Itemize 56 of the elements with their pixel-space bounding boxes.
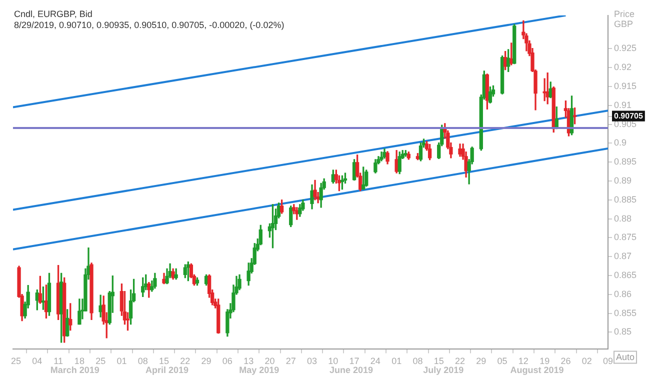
x-tick-label: 24 xyxy=(370,356,380,366)
text: 8/29/2019, 0.90710, 0.90935, 0.90510, 0.90705, -0.00020, (-0.02%) xyxy=(14,20,284,30)
y-tick-label: 0.89 xyxy=(614,175,632,186)
x-tick-label: 01 xyxy=(116,356,127,366)
x-tick-label: 17 xyxy=(349,356,360,366)
x-tick-label: 20 xyxy=(264,356,275,366)
y-tick-label: 0.865 xyxy=(614,270,637,280)
x-tick-label: 15 xyxy=(434,356,444,366)
x-tick-label: 06 xyxy=(222,356,232,366)
x-tick-label: 26 xyxy=(560,356,571,366)
text: July 2019 xyxy=(423,365,464,376)
x-tick-label: 19 xyxy=(540,356,550,366)
text: June 2019 xyxy=(330,365,374,376)
x-tick-label: 22 xyxy=(180,356,190,366)
y-tick-label: 0.915 xyxy=(614,80,637,91)
y-tick-label: 0.905 xyxy=(614,118,637,129)
y-tick-label: 0.90705 xyxy=(614,112,644,121)
text: May 2019 xyxy=(239,365,280,376)
x-tick-label: 12 xyxy=(518,356,528,366)
x-tick-label: 18 xyxy=(74,356,84,366)
y-tick-label: 0.925 xyxy=(614,43,637,54)
y-tick-label: 0.85 xyxy=(614,326,632,337)
x-tick-label: 03 xyxy=(306,356,318,366)
x-tick-label: 13 xyxy=(244,356,254,366)
y-tick-label: 0.875 xyxy=(614,232,637,242)
x-tick-label: 25 xyxy=(11,356,22,366)
y-axis-title: Price GBP xyxy=(614,8,635,29)
text: April 2019 xyxy=(146,365,189,376)
y-tick-label: 0.895 xyxy=(614,156,637,167)
y-tick-label: 0.885 xyxy=(614,194,637,204)
y-tick-label: 0.86 xyxy=(614,288,632,299)
x-tick-label: 05 xyxy=(497,356,508,366)
x-tick-label: 15 xyxy=(158,356,170,366)
x-tick-label: 22 xyxy=(454,356,466,366)
x-tick-label: 29 xyxy=(201,356,212,366)
chart-title: Cndl, EURGBP, Bid xyxy=(14,8,92,19)
x-tick-label: 02 xyxy=(582,356,592,366)
text: August 2019 xyxy=(510,365,564,376)
y-tick-label: 0.92 xyxy=(614,62,632,72)
x-tick-label: 04 xyxy=(32,356,42,366)
x-tick-label: 11 xyxy=(54,356,63,366)
y-tick-label: 0.87 xyxy=(614,251,632,262)
x-tick-label: 25 xyxy=(96,356,106,366)
x-tick-label: 08 xyxy=(138,356,148,366)
text: March 2019 xyxy=(50,365,100,376)
y-tick-label: 0.88 xyxy=(614,213,632,224)
y-tick-label: 0.855 xyxy=(614,308,637,318)
y-tick-label: 0.91 xyxy=(614,100,632,110)
x-tick-label: 01 xyxy=(392,356,402,366)
x-tick-label: 29 xyxy=(476,356,486,366)
x-tick-label: 10 xyxy=(328,356,338,366)
text: Auto xyxy=(616,352,635,362)
y-tick-label: 0.9 xyxy=(614,138,627,148)
x-tick-label: 09 xyxy=(602,356,614,366)
x-tick-label: 08 xyxy=(412,356,423,366)
x-tick-label: 27 xyxy=(286,356,296,366)
